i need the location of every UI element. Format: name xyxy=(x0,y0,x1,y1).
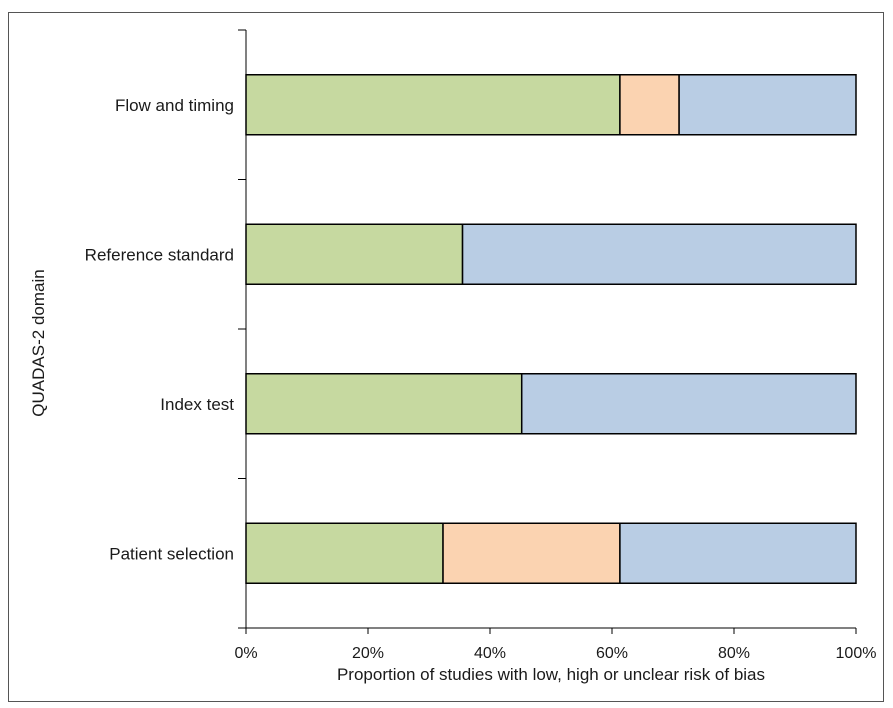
x-axis-title: Proportion of studies with low, high or … xyxy=(337,665,765,684)
category-label: Flow and timing xyxy=(115,96,234,115)
bar-segment xyxy=(678,74,857,136)
category-label: Patient selection xyxy=(109,544,234,563)
category-label: Reference standard xyxy=(85,245,234,264)
x-ticks-group: 0% 20% 40% 60% 80% 100% xyxy=(234,628,876,662)
x-tick-label: 100% xyxy=(836,645,877,662)
y-axis-title: QUADAS-2 domain xyxy=(29,269,48,416)
bar-segment xyxy=(245,522,444,584)
bar-segment xyxy=(619,74,680,136)
bars-group xyxy=(245,74,857,584)
category-label: Index test xyxy=(160,395,234,414)
bar-segment xyxy=(619,522,857,584)
x-tick-label: 20% xyxy=(352,645,384,662)
bar-segment xyxy=(245,223,464,285)
category-labels-group: Flow and timing Reference standard Index t… xyxy=(85,96,235,564)
bar-segment xyxy=(442,522,621,584)
x-tick-label: 80% xyxy=(718,645,750,662)
bar-segment xyxy=(245,373,523,435)
bar-segment xyxy=(461,223,857,285)
y-ticks-group xyxy=(238,29,246,629)
x-tick-label: 0% xyxy=(234,645,257,662)
bar-segment xyxy=(245,74,621,136)
x-tick-label: 60% xyxy=(596,645,628,662)
bar-segment xyxy=(520,373,857,435)
x-tick-label: 40% xyxy=(474,645,506,662)
